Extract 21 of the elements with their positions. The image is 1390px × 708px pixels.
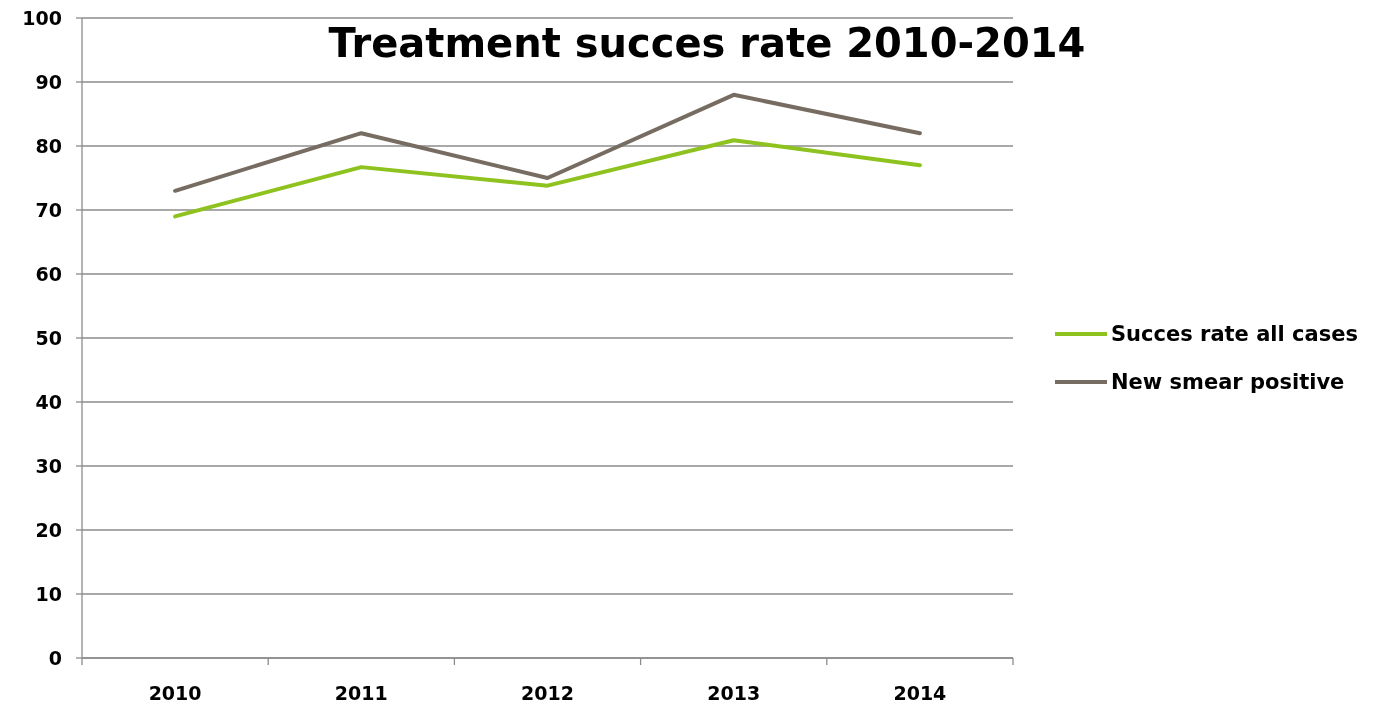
x-tick-label: 2011 [334, 682, 388, 704]
x-tick-label: 2013 [707, 682, 761, 704]
line-series [173, 138, 922, 219]
legend-label: Succes rate all cases [1111, 322, 1358, 347]
y-tick-label: 80 [35, 134, 62, 157]
x-tick-label: 2012 [521, 682, 574, 704]
legend-label: New smear positive [1111, 370, 1345, 395]
x-tick-label: 2014 [893, 682, 947, 704]
y-tick-label: 70 [35, 198, 62, 221]
chart-title: Treatment succes rate 2010-2014 [328, 20, 1086, 66]
line-series [173, 92, 922, 193]
y-tick-label: 30 [35, 454, 62, 477]
y-tick-label: 100 [22, 6, 62, 29]
x-tick-label: 2010 [148, 682, 202, 704]
y-tick-label: 90 [35, 70, 62, 93]
y-tick-label: 50 [35, 326, 62, 349]
y-tick-label: 40 [35, 390, 62, 413]
y-tick-label: 20 [35, 518, 62, 541]
y-tick-label: 0 [48, 646, 62, 669]
y-tick-label: 60 [35, 262, 62, 285]
y-tick-label: 10 [35, 582, 62, 605]
